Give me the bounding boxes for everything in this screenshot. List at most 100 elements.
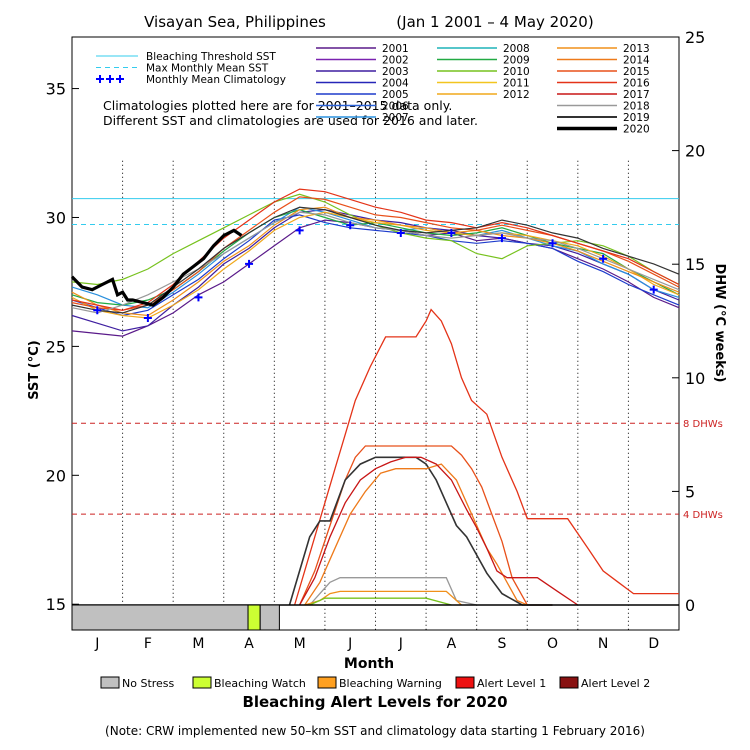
legend-year-label: 2009: [503, 55, 530, 67]
dhw-tick-label: 10: [685, 369, 705, 388]
month-tick-label: M: [192, 636, 204, 652]
sst-tick-label: 30: [46, 208, 66, 227]
sst-tick-label: 20: [46, 466, 66, 485]
climatology-point: [93, 306, 102, 315]
chart-date-range: (Jan 1 2001 – 4 May 2020): [396, 13, 593, 31]
month-tick-label: O: [547, 636, 558, 652]
sst-series-2018: [71, 211, 680, 314]
climatology-point: [649, 285, 658, 294]
month-tick-label: J: [398, 636, 403, 652]
legend-year-label: 2007: [382, 112, 409, 124]
sst-series-2013: [71, 206, 680, 317]
legend-climatology-label: Monthly Mean Climatology: [146, 74, 286, 86]
legend-year-label: 2010: [503, 66, 530, 78]
alert-legend-swatch: [192, 676, 212, 689]
dhw-reference-label: 8 DHWs: [683, 419, 723, 430]
alert-segment: [71, 604, 249, 631]
sst-series-2020: [70, 228, 243, 307]
legend-mmm-label: Max Monthly Mean SST: [146, 63, 269, 75]
legend-year-label: 2005: [382, 89, 409, 101]
legend-climatology-marker: [106, 75, 114, 83]
sst-tick-label: 25: [46, 337, 66, 356]
alert-legend-label: Alert Level 2: [581, 677, 650, 690]
alert-legend-label: Alert Level 1: [477, 677, 546, 690]
month-tick-label: A: [447, 636, 457, 652]
sst-tick-label: 35: [46, 80, 66, 99]
alert-legend-swatch: [559, 676, 579, 689]
sst-series-2012: [71, 211, 680, 319]
dhw-series-2015: [299, 445, 553, 606]
month-tick-label: D: [648, 636, 659, 652]
climatology-point: [497, 234, 506, 243]
climatology-point: [295, 226, 304, 235]
climatology-point: [346, 221, 355, 230]
climatology-note: Different SST and climatologies are used…: [103, 113, 478, 128]
dhw-series-2014: [304, 463, 528, 606]
legend-climatology-marker: [116, 75, 124, 83]
month-tick-label: F: [144, 636, 152, 652]
legend-climatology-marker: [96, 75, 104, 83]
y-axis-label-sst: SST (°C): [27, 340, 42, 399]
climatology-point: [548, 239, 557, 248]
alert-legend-label: Bleaching Watch: [214, 677, 306, 690]
dhw-tick-label: 5: [685, 482, 695, 501]
month-tick-label: J: [94, 636, 99, 652]
legend-year-label: 2020: [623, 124, 650, 136]
legend-year-label: 2006: [382, 101, 409, 113]
dhw-series-2016: [293, 308, 679, 606]
dhw-series-2019: [288, 456, 553, 606]
legend-year-label: 2011: [503, 78, 530, 90]
climatology-point: [143, 314, 152, 323]
legend-year-label: 2017: [623, 89, 650, 101]
legend-year-label: 2016: [623, 78, 650, 90]
month-tick-label: S: [498, 636, 507, 652]
legend-year-label: 2004: [382, 78, 409, 90]
climatology-point: [245, 259, 254, 268]
legend-year-label: 2019: [623, 112, 650, 124]
climatology-note: Climatologies plotted here are for 2001–…: [103, 98, 452, 113]
plot-layer: 15 20 25 30 35 0 5 10 15 20 25 J F M A M J J A S O N D 8 DHWs 4 …: [46, 28, 723, 652]
sst-series-2005: [71, 214, 680, 317]
alert-segment: [247, 604, 261, 631]
sst-tick-label: 15: [46, 595, 66, 614]
alert-legend-label: Bleaching Warning: [339, 677, 442, 690]
legend-year-label: 2002: [382, 55, 409, 67]
x-axis-label: Month: [344, 656, 394, 672]
alert-legend-swatch: [100, 676, 120, 689]
dhw-tick-label: 15: [685, 255, 705, 274]
month-tick-label: J: [347, 636, 352, 652]
month-tick-label: M: [294, 636, 306, 652]
month-tick-label: A: [244, 636, 254, 652]
legend-year-label: 2003: [382, 66, 409, 78]
dhw-reference-label: 4 DHWs: [683, 510, 723, 521]
legend-year-label: 2014: [623, 55, 650, 67]
footnote: (Note: CRW implemented new 50–km SST and…: [105, 724, 645, 738]
climatology-point: [396, 228, 405, 237]
plot-frame: [71, 36, 680, 631]
sst-series-2016: [71, 188, 680, 311]
legend-year-label: 2001: [382, 43, 409, 55]
dhw-series-2010: [309, 597, 452, 606]
climatology-point: [599, 254, 608, 263]
dhw-tick-label: 20: [685, 142, 705, 161]
dhw-tick-label: 0: [685, 596, 695, 615]
alert-legend-label: No Stress: [122, 677, 175, 690]
alert-legend-swatch: [455, 676, 475, 689]
dhw-tick-label: 25: [685, 28, 705, 47]
alert-segment: [259, 604, 280, 631]
climatology-point: [447, 228, 456, 237]
legend-threshold-label: Bleaching Threshold SST: [146, 51, 276, 63]
legend-year-label: 2012: [503, 89, 530, 101]
legend-year-label: 2018: [623, 101, 650, 113]
chart-title: Visayan Sea, Philippines: [144, 13, 326, 31]
alert-legend-swatch: [317, 676, 337, 689]
y-axis-label-dhw: DHW (°C weeks): [712, 263, 727, 382]
dhw-series-2017: [299, 456, 579, 606]
month-tick-label: N: [598, 636, 608, 652]
dhw-series-2018: [309, 577, 477, 606]
legend-year-label: 2008: [503, 43, 530, 55]
climatology-point: [194, 293, 203, 302]
legend-year-label: 2013: [623, 43, 650, 55]
